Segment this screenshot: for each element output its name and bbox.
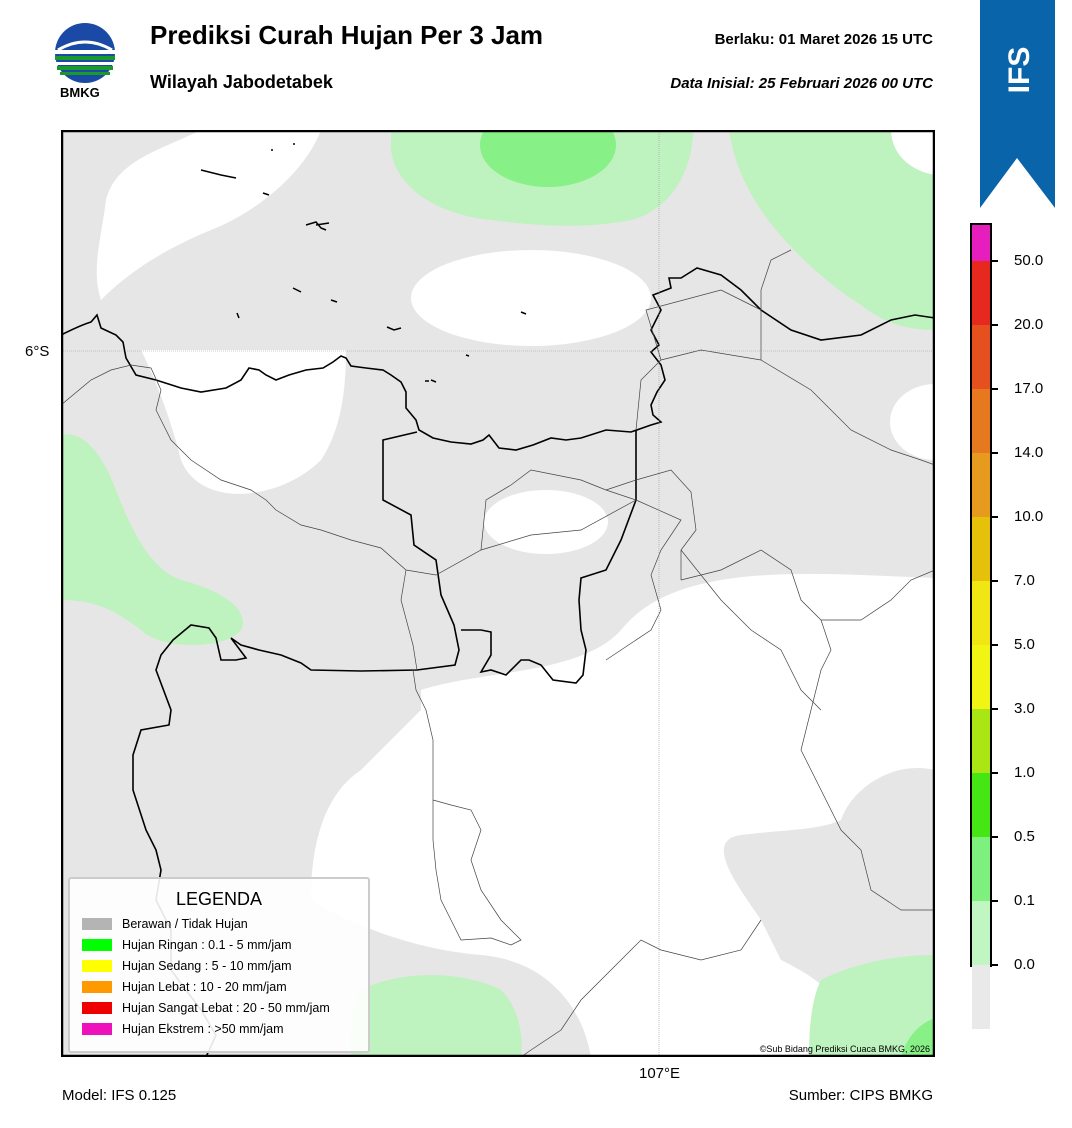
latitude-label: 6°S bbox=[25, 343, 50, 360]
light-rain-area-west bbox=[61, 434, 243, 645]
legend-item: Hujan Sangat Lebat : 20 - 50 mm/jam bbox=[82, 1000, 330, 1016]
model-label: Model: IFS 0.125 bbox=[62, 1087, 177, 1104]
copyright-note: ©Sub Bidang Prediksi Cuaca BMKG, 2026 bbox=[759, 1044, 930, 1054]
no-rain-area-center bbox=[484, 490, 608, 554]
colorbar-tick-label: 3.0 bbox=[1014, 700, 1035, 717]
colorbar-tick bbox=[990, 452, 998, 454]
ifs-badge bbox=[980, 0, 1055, 208]
no-rain-area-south bbox=[311, 573, 935, 1057]
colorbar-tick-label: 50.0 bbox=[1014, 252, 1044, 269]
legend-swatch bbox=[82, 918, 112, 930]
map-frame bbox=[60, 129, 936, 1058]
colorbar-tick bbox=[990, 516, 998, 518]
page-title: Prediksi Curah Hujan Per 3 Jam bbox=[150, 20, 544, 50]
colorbar-tick-label: 0.5 bbox=[1014, 828, 1035, 845]
legend-item: Hujan Ringan : 0.1 - 5 mm/jam bbox=[82, 937, 292, 953]
colorbar-tick bbox=[990, 644, 998, 646]
colorbar-segment bbox=[972, 901, 990, 965]
no-rain-area-east bbox=[890, 384, 935, 460]
no-rain-area-north bbox=[411, 250, 651, 346]
legend-label: Hujan Ekstrem : >50 mm/jam bbox=[122, 1022, 284, 1036]
legend-item: Hujan Sedang : 5 - 10 mm/jam bbox=[82, 958, 292, 974]
initial-data-time: Data Inisial: 25 Februari 2026 00 UTC bbox=[670, 75, 933, 92]
colorbar-segment bbox=[972, 965, 990, 1029]
regency-border-east bbox=[461, 430, 637, 684]
colorbar-tick bbox=[990, 580, 998, 582]
legend-swatch bbox=[82, 1023, 112, 1035]
source-label: Sumber: CIPS BMKG bbox=[788, 1087, 933, 1104]
colorbar-tick-label: 0.1 bbox=[1014, 892, 1035, 909]
legend-item: Hujan Ekstrem : >50 mm/jam bbox=[82, 1021, 284, 1037]
colorbar-tick-label: 7.0 bbox=[1014, 572, 1035, 589]
colorbar-tick-label: 1.0 bbox=[1014, 764, 1035, 781]
legend-swatch bbox=[82, 939, 112, 951]
legend-box: LEGENDA Berawan / Tidak Hujan Hujan Ringa… bbox=[68, 877, 370, 1053]
province-border bbox=[132, 431, 460, 1057]
colorbar-tick bbox=[990, 388, 998, 390]
moderate-rain-area-se bbox=[901, 1018, 935, 1057]
bmkg-logo-text: BMKG bbox=[60, 85, 100, 100]
no-rain-area-nw bbox=[96, 130, 321, 300]
legend-label: Hujan Ringan : 0.1 - 5 mm/jam bbox=[122, 938, 292, 952]
legend-label: Hujan Sangat Lebat : 20 - 50 mm/jam bbox=[122, 1001, 330, 1015]
colorbar-tick-label: 14.0 bbox=[1014, 444, 1044, 461]
legend-label: Berawan / Tidak Hujan bbox=[122, 917, 248, 931]
colorbar-segment bbox=[972, 225, 990, 261]
colorbar-segment bbox=[972, 389, 990, 453]
colorbar-segment bbox=[972, 581, 990, 645]
colorbar-tick bbox=[990, 260, 998, 262]
colorbar-segment bbox=[972, 709, 990, 773]
colorbar-segment bbox=[972, 837, 990, 901]
legend-swatch bbox=[82, 960, 112, 972]
colorbar-segment bbox=[972, 261, 990, 325]
colorbar-segment bbox=[972, 517, 990, 581]
region-subtitle: Wilayah Jabodetabek bbox=[150, 72, 333, 92]
legend-title: LEGENDA bbox=[175, 889, 263, 909]
colorbar-tick bbox=[990, 900, 998, 902]
colorbar-tick bbox=[990, 836, 998, 838]
legend-item: Hujan Lebat : 10 - 20 mm/jam bbox=[82, 979, 287, 995]
colorbar-tick-label: 20.0 bbox=[1014, 316, 1044, 333]
colorbar-tick-label: 5.0 bbox=[1014, 636, 1035, 653]
colorbar-tick bbox=[990, 324, 998, 326]
colorbar-tick bbox=[990, 772, 998, 774]
colorbar-segment bbox=[972, 773, 990, 837]
legend-item: Berawan / Tidak Hujan bbox=[82, 916, 248, 932]
colorbar-tick-label: 0.0 bbox=[1014, 956, 1035, 973]
longitude-label: 107°E bbox=[639, 1065, 681, 1082]
colorbar-segment bbox=[972, 453, 990, 517]
no-rain-area-west bbox=[141, 350, 346, 494]
legend-label: Hujan Sedang : 5 - 10 mm/jam bbox=[122, 959, 292, 973]
java-north-coastline bbox=[61, 267, 935, 451]
thousand-islands bbox=[200, 143, 527, 383]
colorbar-segment bbox=[972, 325, 990, 389]
ifs-badge-shape bbox=[980, 0, 1055, 208]
legend-swatch bbox=[82, 981, 112, 993]
legend-swatch bbox=[82, 1002, 112, 1014]
colorbar-segment bbox=[972, 645, 990, 709]
light-rain-area-se bbox=[809, 955, 935, 1057]
colorbar-tick-label: 10.0 bbox=[1014, 508, 1044, 525]
valid-time: Berlaku: 01 Maret 2026 15 UTC bbox=[714, 31, 933, 48]
light-rain-area-ne bbox=[729, 130, 935, 330]
ifs-badge-text: IFS bbox=[1003, 46, 1036, 94]
light-rain-area-sw bbox=[350, 975, 522, 1057]
legend-label: Hujan Lebat : 10 - 20 mm/jam bbox=[122, 980, 287, 994]
colorbar-tick bbox=[990, 708, 998, 710]
bmkg-logo bbox=[52, 20, 118, 86]
colorbar-tick-label: 17.0 bbox=[1014, 380, 1044, 397]
moderate-rain-area-north bbox=[480, 130, 616, 187]
colorbar bbox=[970, 223, 992, 1029]
colorbar-tick bbox=[990, 964, 998, 966]
district-borders bbox=[61, 249, 935, 1057]
